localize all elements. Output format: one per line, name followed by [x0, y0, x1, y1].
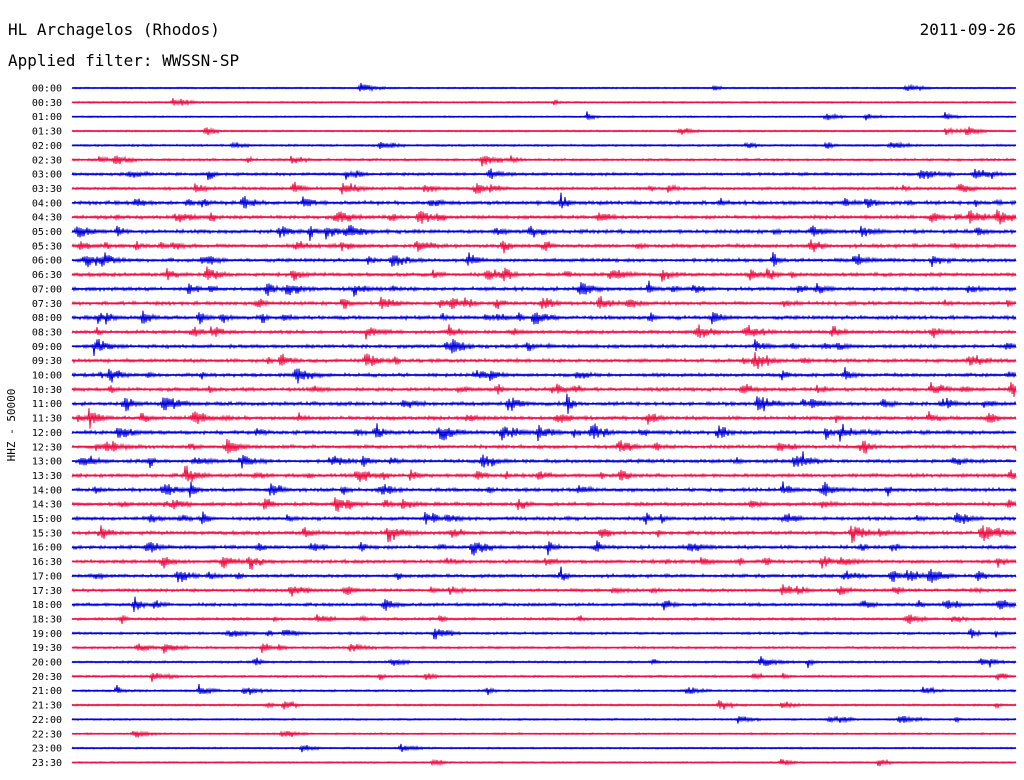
row-label: 18:00 — [32, 600, 62, 611]
row-label: 16:30 — [32, 557, 62, 568]
row-label: 23:00 — [32, 744, 62, 755]
row-label: 15:00 — [32, 514, 62, 525]
row-label: 09:30 — [32, 356, 62, 367]
row-label: 19:00 — [32, 629, 62, 640]
row-labels-group: 00:00 00:30 01:00 01:30 02:00 02:30 03:00 03:30… — [32, 84, 62, 769]
trace-13:30 — [71, 465, 1017, 482]
row-label: 07:00 — [32, 284, 62, 295]
row-label: 01:00 — [32, 112, 62, 123]
filter-label: Applied filter: WWSSN-SP — [8, 51, 240, 70]
row-label: 22:00 — [32, 715, 62, 726]
trace-15:30 — [71, 525, 1017, 544]
row-label: 05:00 — [32, 227, 62, 238]
row-label: 11:30 — [32, 414, 62, 425]
trace-20:30 — [71, 672, 1017, 682]
station-title: HL Archagelos (Rhodos) — [8, 20, 220, 39]
row-label: 03:00 — [32, 170, 62, 181]
row-label: 12:00 — [32, 428, 62, 439]
row-label: 18:30 — [32, 614, 62, 625]
row-label: 11:00 — [32, 399, 62, 410]
row-label: 10:30 — [32, 385, 62, 396]
trace-00:00 — [71, 82, 1017, 93]
row-label: 10:00 — [32, 371, 62, 382]
row-label: 00:00 — [32, 84, 62, 95]
row-label: 16:00 — [32, 543, 62, 554]
trace-05:00 — [71, 225, 1017, 241]
row-label: 15:30 — [32, 528, 62, 539]
trace-21:00 — [71, 684, 1017, 696]
row-label: 07:30 — [32, 299, 62, 310]
row-label: 17:00 — [32, 571, 62, 582]
row-label: 02:30 — [32, 155, 62, 166]
row-label: 06:00 — [32, 256, 62, 267]
row-label: 20:30 — [32, 672, 62, 683]
row-label: 02:00 — [32, 141, 62, 152]
row-label: 19:30 — [32, 643, 62, 654]
row-label: 09:00 — [32, 342, 62, 353]
row-label: 03:30 — [32, 184, 62, 195]
row-label: 12:30 — [32, 442, 62, 453]
row-label: 20:00 — [32, 658, 62, 669]
row-label: 14:00 — [32, 485, 62, 496]
trace-09:00 — [71, 338, 1017, 356]
row-label: 13:30 — [32, 471, 62, 482]
row-label: 23:30 — [32, 758, 62, 769]
row-label: 01:30 — [32, 127, 62, 138]
trace-01:00 — [71, 111, 1017, 121]
date-label: 2011-09-26 — [919, 20, 1016, 39]
row-label: 00:30 — [32, 98, 62, 109]
trace-17:00 — [71, 566, 1017, 583]
row-label: 13:00 — [32, 457, 62, 468]
row-label: 17:30 — [32, 586, 62, 597]
row-label: 06:30 — [32, 270, 62, 281]
row-label: 14:30 — [32, 500, 62, 511]
row-label: 05:30 — [32, 241, 62, 252]
row-label: 08:30 — [32, 327, 62, 338]
row-label: 08:00 — [32, 313, 62, 324]
trace-19:30 — [71, 643, 1017, 654]
traces-group — [71, 82, 1017, 767]
y-axis-label: HHZ - 50000 — [5, 389, 18, 462]
row-label: 22:30 — [32, 729, 62, 740]
trace-04:00 — [71, 192, 1017, 209]
row-label: 21:30 — [32, 701, 62, 712]
row-label: 04:00 — [32, 198, 62, 209]
trace-13:00 — [71, 451, 1017, 469]
row-label: 04:30 — [32, 213, 62, 224]
trace-16:30 — [71, 556, 1017, 570]
trace-02:30 — [71, 155, 1017, 167]
row-label: 21:00 — [32, 686, 62, 697]
